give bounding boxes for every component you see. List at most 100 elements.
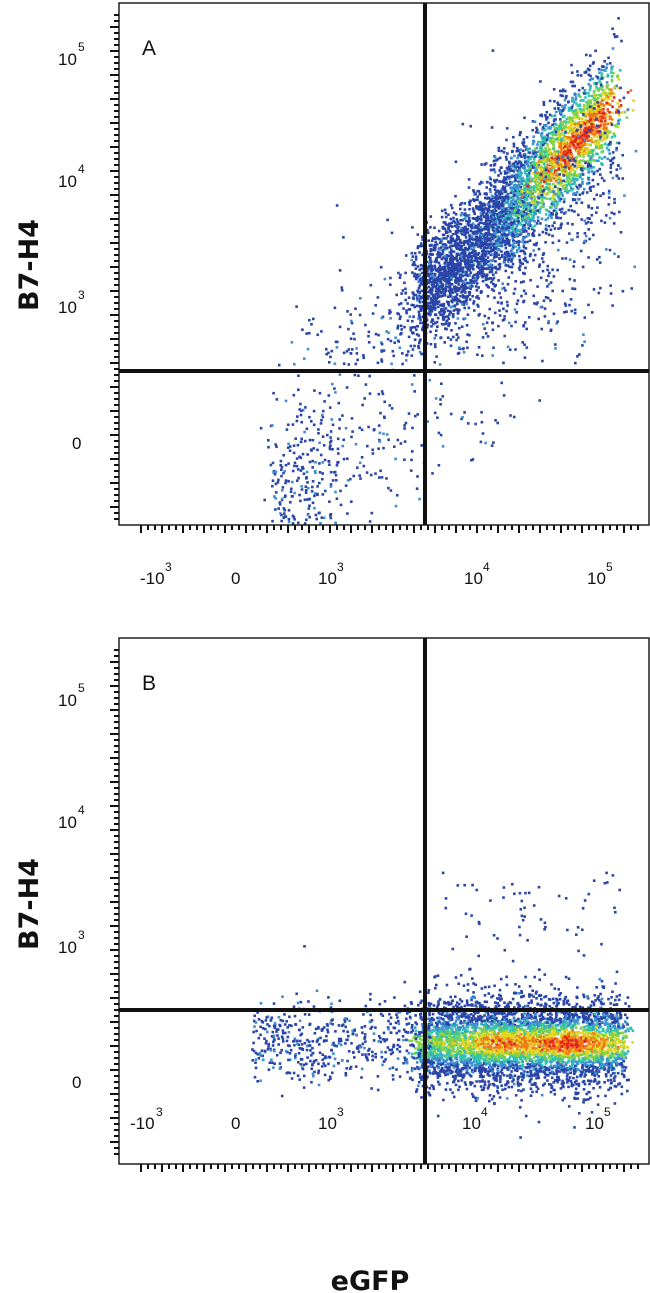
scatter-point: [459, 231, 463, 234]
scatter-point: [427, 312, 431, 316]
scatter-point: [460, 417, 463, 421]
scatter-point: [437, 270, 440, 273]
scatter-point: [478, 200, 482, 204]
scatter-point: [535, 241, 538, 245]
scatter-point: [511, 229, 515, 232]
scatter-point: [514, 218, 518, 221]
scatter-point: [437, 229, 441, 233]
scatter-point: [406, 302, 409, 305]
scatter-point: [274, 470, 278, 474]
scatter-point: [431, 274, 435, 277]
scatter-point: [474, 192, 477, 195]
scatter-point: [480, 163, 483, 166]
scatter-point: [491, 214, 495, 217]
scatter-point: [429, 277, 433, 280]
scatter-point: [607, 102, 610, 105]
scatter-point: [328, 446, 332, 449]
scatter-point: [520, 294, 523, 298]
scatter-point: [574, 192, 578, 195]
scatter-point: [499, 214, 503, 218]
scatter-point: [503, 225, 507, 228]
scatter-point: [563, 212, 566, 215]
scatter-point: [535, 130, 538, 134]
scatter-point: [602, 179, 606, 182]
scatter-point: [585, 120, 589, 124]
scatter-point: [419, 338, 422, 341]
scatter-point: [293, 464, 296, 468]
scatter-point: [543, 170, 546, 174]
scatter-point: [354, 307, 357, 310]
scatter-point: [524, 219, 528, 223]
scatter-point: [378, 431, 382, 435]
scatter-point: [602, 192, 605, 196]
scatter-point: [617, 111, 621, 114]
scatter-point: [460, 259, 464, 262]
scatter-point: [274, 497, 277, 500]
scatter-point: [544, 155, 547, 158]
scatter-point: [340, 286, 344, 289]
scatter-point: [615, 35, 619, 38]
scatter-point: [445, 280, 449, 283]
scatter-point: [545, 110, 549, 114]
scatter-point: [476, 303, 479, 307]
scatter-point: [570, 122, 574, 125]
scatter-point: [429, 247, 433, 251]
scatter-point: [539, 207, 542, 210]
scatter-point: [442, 302, 446, 306]
scatter-point: [481, 212, 484, 216]
scatter-point: [580, 218, 583, 221]
scatter-point: [532, 160, 535, 164]
scatter-point: [507, 276, 511, 279]
scatter-point: [591, 153, 595, 157]
scatter-point: [411, 255, 415, 258]
scatter-point: [490, 235, 493, 239]
scatter-point: [466, 228, 469, 231]
scatter-point: [552, 177, 556, 180]
scatter-point: [566, 176, 569, 180]
scatter-point: [493, 185, 497, 189]
scatter-point: [478, 239, 481, 242]
scatter-point: [444, 270, 448, 274]
scatter-point: [541, 156, 544, 159]
scatter-point: [532, 243, 536, 246]
scatter-point: [564, 125, 567, 129]
scatter-point: [506, 168, 510, 171]
scatter-point: [448, 313, 451, 316]
scatter-point: [430, 288, 434, 292]
scatter-point: [470, 225, 473, 228]
scatter-point: [441, 266, 445, 269]
scatter-point: [454, 322, 457, 325]
scatter-point: [497, 248, 501, 252]
scatter-point: [537, 174, 541, 178]
scatter-point: [441, 445, 445, 448]
scatter-point: [561, 194, 565, 197]
scatter-point: [597, 67, 601, 71]
scatter-point: [460, 241, 463, 244]
scatter-point: [587, 181, 591, 185]
scatter-point: [476, 198, 479, 201]
scatter-point: [540, 152, 543, 155]
scatter-point: [477, 227, 480, 231]
scatter-point: [510, 181, 514, 184]
scatter-point: [426, 290, 429, 294]
scatter-point: [291, 522, 295, 525]
scatter-point: [491, 221, 495, 224]
scatter-point: [421, 306, 424, 309]
scatter-point: [595, 146, 598, 149]
scatter-point: [570, 209, 574, 212]
scatter-point: [586, 127, 589, 131]
scatter-point: [542, 202, 545, 206]
scatter-point: [478, 244, 482, 247]
scatter-point: [462, 256, 466, 260]
scatter-point: [585, 138, 589, 142]
scatter-point: [453, 288, 457, 292]
scatter-point: [279, 459, 283, 463]
scatter-point: [274, 491, 278, 494]
scatter-point: [518, 233, 522, 237]
scatter-point: [619, 104, 623, 107]
scatter-point: [588, 68, 591, 72]
scatter-point: [525, 327, 528, 331]
scatter-point: [473, 259, 476, 262]
scatter-point: [502, 240, 505, 244]
scatter-point: [561, 89, 564, 93]
